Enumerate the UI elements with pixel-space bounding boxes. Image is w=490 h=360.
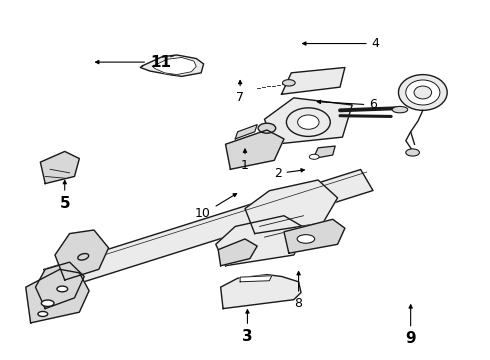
Ellipse shape — [414, 86, 432, 99]
Text: 2: 2 — [274, 167, 304, 180]
Text: 8: 8 — [294, 271, 303, 310]
Ellipse shape — [392, 107, 408, 113]
Ellipse shape — [398, 75, 447, 111]
Polygon shape — [35, 262, 84, 309]
Text: 7: 7 — [236, 80, 244, 104]
Ellipse shape — [57, 286, 68, 292]
Polygon shape — [225, 130, 284, 169]
Text: 3: 3 — [242, 310, 253, 344]
Text: 9: 9 — [405, 305, 416, 346]
Ellipse shape — [258, 123, 276, 133]
Text: 10: 10 — [195, 194, 237, 220]
Polygon shape — [152, 58, 196, 75]
Polygon shape — [216, 216, 308, 266]
Ellipse shape — [309, 154, 319, 159]
Polygon shape — [282, 67, 345, 94]
Polygon shape — [245, 180, 338, 234]
Polygon shape — [40, 152, 79, 184]
Polygon shape — [44, 170, 373, 291]
Text: 1: 1 — [241, 149, 249, 172]
Ellipse shape — [297, 235, 315, 243]
Polygon shape — [26, 269, 89, 323]
Ellipse shape — [297, 115, 319, 129]
Ellipse shape — [406, 149, 419, 156]
Text: 4: 4 — [303, 37, 380, 50]
Ellipse shape — [38, 311, 48, 316]
Ellipse shape — [283, 80, 295, 86]
Polygon shape — [220, 275, 301, 309]
Ellipse shape — [287, 108, 330, 136]
Polygon shape — [313, 146, 335, 158]
Polygon shape — [218, 239, 257, 266]
Polygon shape — [265, 98, 352, 144]
Polygon shape — [140, 55, 203, 76]
Text: 6: 6 — [317, 99, 377, 112]
Polygon shape — [284, 219, 345, 253]
Text: 11: 11 — [96, 55, 171, 69]
Ellipse shape — [406, 80, 440, 105]
Ellipse shape — [78, 253, 89, 260]
Polygon shape — [240, 276, 272, 282]
Text: 5: 5 — [59, 180, 70, 211]
Ellipse shape — [41, 300, 54, 306]
Polygon shape — [55, 230, 109, 280]
Polygon shape — [235, 125, 257, 139]
